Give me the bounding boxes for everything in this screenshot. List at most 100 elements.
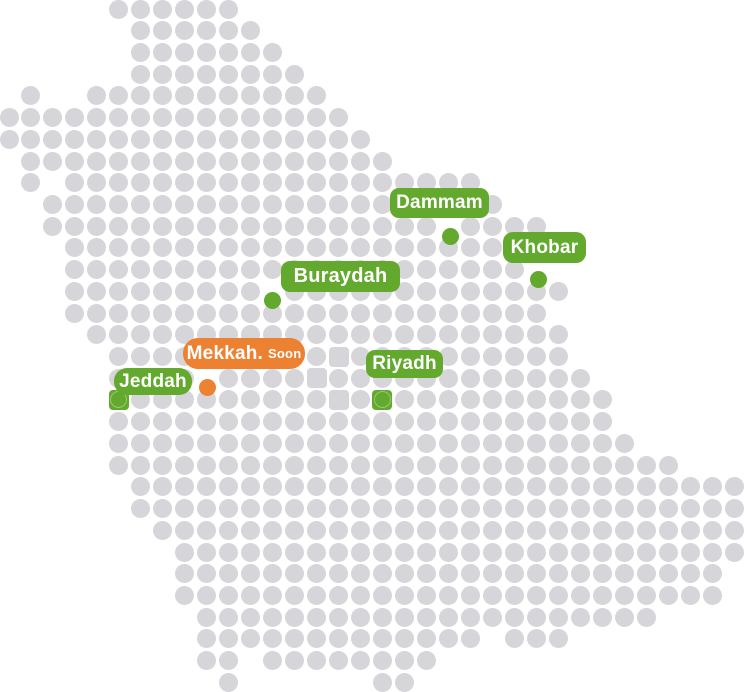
map-dot [394, 281, 414, 301]
map-dot [394, 238, 414, 258]
map-dot [416, 499, 436, 519]
map-dot [241, 564, 261, 584]
map-dot [263, 86, 283, 106]
map-dot [307, 86, 327, 106]
map-dot [548, 542, 568, 562]
map-dot [460, 564, 480, 584]
map-dot [197, 260, 217, 280]
map-dot [285, 629, 305, 649]
map-dot [197, 433, 217, 453]
city-marker-mekkah[interactable] [198, 378, 216, 396]
city-label-text: Riyadh [372, 353, 437, 374]
map-dot [263, 303, 283, 323]
map-dot [219, 86, 239, 106]
map-dot [438, 629, 458, 649]
city-marker-dammam[interactable] [441, 227, 459, 245]
map-dot [175, 542, 195, 562]
map-dot [372, 455, 392, 475]
map-dot [307, 499, 327, 519]
map-dot [285, 412, 305, 432]
map-dot [175, 21, 195, 41]
map-dot [307, 412, 327, 432]
map-dot [241, 151, 261, 171]
city-marker-khobar[interactable] [529, 270, 547, 288]
map-dot [504, 325, 524, 345]
map-dot [65, 108, 85, 128]
map-dot [416, 260, 436, 280]
map-dot [526, 477, 546, 497]
map-dot [241, 216, 261, 236]
map-dot [351, 564, 371, 584]
map-dot [394, 542, 414, 562]
map-dot [460, 281, 480, 301]
map-dot [153, 64, 173, 84]
city-label-khobar[interactable]: Khobar [503, 232, 586, 263]
map-dot [65, 238, 85, 258]
map-dot [636, 585, 656, 605]
map-dot [438, 173, 458, 193]
map-dot [482, 325, 502, 345]
city-label-riyadh[interactable]: Riyadh [366, 350, 443, 378]
map-dot [197, 585, 217, 605]
map-dot [438, 520, 458, 540]
map-dot [175, 281, 195, 301]
map-dot [285, 390, 305, 410]
map-dot [570, 412, 590, 432]
map-dot [109, 412, 129, 432]
map-dot [43, 108, 63, 128]
map-dot [548, 390, 568, 410]
city-marker-riyadh[interactable] [373, 391, 391, 409]
map-dot [416, 542, 436, 562]
map-dot [438, 585, 458, 605]
map-dot [526, 499, 546, 519]
map-dot [372, 607, 392, 627]
map-dot [285, 216, 305, 236]
city-marker-buraydah[interactable] [263, 291, 281, 309]
map-dot [658, 455, 678, 475]
map-dot [548, 585, 568, 605]
map-dot [504, 585, 524, 605]
map-dot [526, 607, 546, 627]
map-dot [131, 433, 151, 453]
map-dot [153, 520, 173, 540]
map-dot [65, 303, 85, 323]
map-dot [438, 325, 458, 345]
map-dot [329, 499, 349, 519]
map-dot [614, 520, 634, 540]
map-dot [438, 542, 458, 562]
map-dot [636, 607, 656, 627]
map-dot [197, 86, 217, 106]
city-label-mekkah[interactable]: Mekkah. Soon [183, 338, 305, 369]
map-dot [131, 347, 151, 367]
map-dot [153, 390, 173, 410]
map-dot [109, 238, 129, 258]
map-dot [416, 412, 436, 432]
map-dot [241, 433, 261, 453]
map-dot [504, 433, 524, 453]
map-dot [307, 325, 327, 345]
city-label-jeddah[interactable]: Jeddah [114, 368, 192, 395]
map-dot [197, 651, 217, 671]
map-dot [219, 499, 239, 519]
map-dot [526, 303, 546, 323]
map-dot [460, 477, 480, 497]
map-dot [285, 238, 305, 258]
map-dot [263, 390, 283, 410]
map-dot [548, 629, 568, 649]
city-label-buraydah[interactable]: Buraydah [281, 261, 400, 292]
map-dot [570, 368, 590, 388]
city-label-dammam[interactable]: Dammam [390, 188, 489, 218]
map-dot [460, 390, 480, 410]
map-dot [175, 173, 195, 193]
map-dot [241, 42, 261, 62]
map-dot [219, 42, 239, 62]
map-dot [87, 194, 107, 214]
map-dot [614, 564, 634, 584]
map-dot [636, 542, 656, 562]
map-dot [153, 173, 173, 193]
map-dot [219, 151, 239, 171]
map-dot [197, 281, 217, 301]
map-dot [197, 21, 217, 41]
map-dot [329, 433, 349, 453]
map-dot [263, 151, 283, 171]
